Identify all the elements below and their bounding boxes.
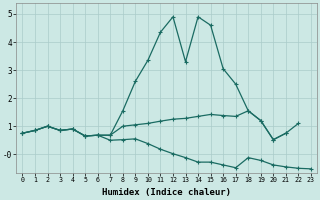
- X-axis label: Humidex (Indice chaleur): Humidex (Indice chaleur): [102, 188, 231, 197]
